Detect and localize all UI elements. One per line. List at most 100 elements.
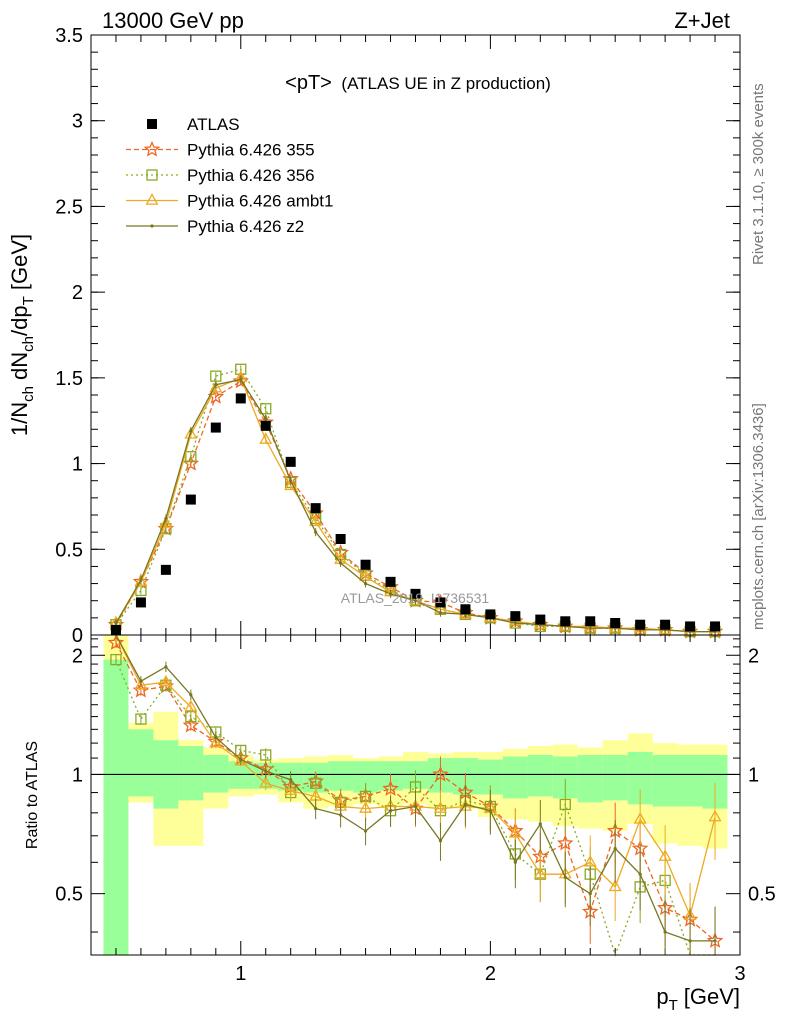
point-atlas bbox=[160, 564, 171, 575]
ratio-point-ambt1 bbox=[159, 674, 173, 687]
ratio-point-ambt1 bbox=[259, 775, 273, 788]
ratio-point-z2 bbox=[239, 758, 243, 762]
point-atlas bbox=[485, 609, 496, 620]
ylabel-sub-c: T bbox=[20, 296, 37, 305]
point-z2 bbox=[239, 377, 243, 382]
plot-title-main: <pT> bbox=[285, 72, 332, 94]
ylabel-sub-b: ch bbox=[20, 336, 37, 352]
ratio-point-p356 bbox=[260, 749, 272, 761]
band-inner bbox=[652, 754, 678, 807]
xlabel-sub: T bbox=[669, 997, 678, 1014]
legend-label-p355: Pythia 6.426 355 bbox=[187, 141, 315, 160]
ratio-point-z2 bbox=[638, 872, 642, 876]
ylabel-part-a: 1/N bbox=[7, 402, 32, 436]
point-z2 bbox=[438, 611, 443, 615]
ratio-point-p355 bbox=[432, 765, 449, 782]
ratio-point-z2 bbox=[438, 839, 443, 843]
ratio-point-ambt1 bbox=[583, 854, 597, 867]
point-atlas bbox=[560, 616, 571, 627]
point-p355 bbox=[232, 372, 249, 389]
xtick-label: 3 bbox=[734, 963, 745, 985]
ratio-uncertainty-bands bbox=[103, 635, 728, 955]
xlabel-unit: [GeV] bbox=[684, 984, 740, 1009]
main-ytick-label: 3.5 bbox=[55, 25, 83, 47]
ratio-point-z2 bbox=[164, 665, 168, 669]
ratio-point-z2 bbox=[289, 778, 293, 782]
point-atlas bbox=[510, 611, 521, 622]
point-atlas bbox=[210, 422, 221, 433]
legend-label-ambt1: Pythia 6.426 ambt1 bbox=[187, 192, 333, 211]
ratio-point-p355 bbox=[182, 716, 200, 733]
ratio-point-p355 bbox=[556, 834, 574, 851]
ratio-point-ambt1 bbox=[708, 809, 722, 822]
xtick-label: 1 bbox=[235, 963, 246, 985]
plot-title: <pT> (ATLAS UE in Z production) bbox=[285, 72, 551, 94]
plot-title-sub: (ATLAS UE in Z production) bbox=[341, 74, 550, 93]
ratio-panel-frame bbox=[90, 634, 741, 956]
legend-marker-atlas bbox=[147, 119, 157, 129]
ratio-point-ambt1 bbox=[658, 849, 672, 861]
ylabel-part-d: [GeV] bbox=[7, 234, 32, 296]
point-atlas bbox=[385, 576, 396, 587]
ratio-point-z2 bbox=[538, 822, 542, 826]
ratio-point-z2 bbox=[388, 809, 393, 813]
point-atlas bbox=[335, 534, 346, 544]
xlabel: pT [GeV] bbox=[656, 984, 740, 1014]
ratio-point-z2 bbox=[613, 846, 617, 851]
point-ambt1 bbox=[134, 574, 148, 587]
ratio-point-p355 bbox=[107, 634, 125, 650]
header-right: Z+Jet bbox=[674, 8, 730, 33]
point-p356 bbox=[260, 403, 272, 415]
main-panel: 0 0.5 1 1.5 2 2.5 3 3.5 bbox=[55, 25, 741, 647]
ylabel-part-c: /dp bbox=[7, 305, 32, 336]
point-atlas bbox=[610, 618, 621, 628]
ratio-ytick-label: 1 bbox=[72, 764, 83, 786]
legend-marker-p355 bbox=[143, 140, 161, 157]
point-atlas bbox=[410, 588, 421, 599]
xtick-label: 2 bbox=[485, 963, 496, 985]
point-atlas bbox=[660, 619, 671, 630]
point-atlas bbox=[435, 597, 446, 608]
point-p356 bbox=[185, 451, 197, 463]
ratio-point-p356 bbox=[110, 653, 122, 666]
band-inner bbox=[602, 754, 628, 801]
point-atlas bbox=[535, 614, 546, 625]
main-ytick-label: 2 bbox=[72, 282, 83, 304]
main-ytick-label: 0.5 bbox=[55, 539, 83, 561]
ratio-ytick-label-right: 2 bbox=[748, 645, 759, 667]
point-ambt1 bbox=[209, 380, 223, 393]
point-atlas bbox=[635, 619, 646, 630]
point-atlas bbox=[460, 604, 471, 615]
point-ambt1 bbox=[259, 432, 273, 444]
point-atlas bbox=[235, 393, 246, 404]
ratio-point-z2 bbox=[663, 930, 667, 934]
point-z2 bbox=[139, 578, 143, 582]
point-atlas bbox=[260, 420, 271, 431]
point-z2 bbox=[413, 599, 418, 603]
ratio-panel: 0.5 0.5 1 1 2 2 1 2 3 bbox=[55, 634, 776, 985]
point-atlas bbox=[110, 624, 121, 635]
main-ytick-label: 2.5 bbox=[55, 196, 83, 218]
band-inner bbox=[502, 756, 528, 799]
ylabel-sub-a: ch bbox=[20, 386, 37, 402]
ratio-ytick-label: 2 bbox=[72, 645, 83, 667]
ratio-ytick-label: 0.5 bbox=[55, 884, 83, 906]
point-z2 bbox=[214, 383, 218, 387]
band-inner bbox=[203, 754, 229, 793]
point-ambt1 bbox=[309, 514, 323, 527]
band-inner bbox=[328, 761, 354, 791]
ratio-point-z2 bbox=[688, 939, 692, 943]
point-ambt1 bbox=[159, 516, 173, 528]
ratio-point-z2 bbox=[314, 806, 318, 811]
point-z2 bbox=[114, 621, 118, 625]
point-atlas bbox=[135, 597, 146, 608]
point-z2 bbox=[289, 479, 293, 483]
ratio-point-p356 bbox=[135, 713, 147, 725]
ratio-point-ambt1 bbox=[359, 801, 373, 813]
main-ytick-label: 3 bbox=[72, 111, 83, 133]
analysis-watermark: ATLAS_2019_I1736531 bbox=[341, 590, 490, 606]
ratio-point-ambt1 bbox=[134, 677, 148, 690]
legend-label-p356: Pythia 6.426 356 bbox=[187, 166, 315, 185]
ratio-point-z2 bbox=[563, 875, 567, 879]
